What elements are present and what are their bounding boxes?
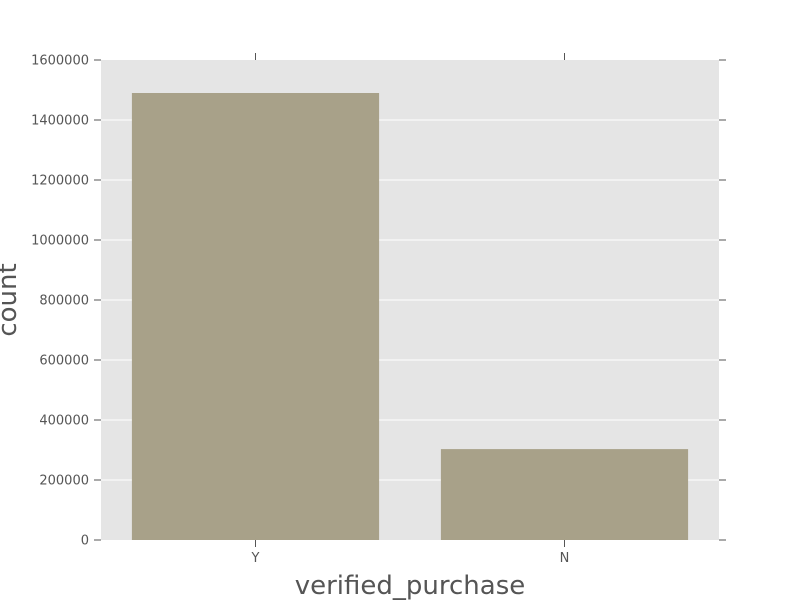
y-tick-label: 600000 (39, 354, 89, 369)
y-tick-label: 1200000 (31, 174, 89, 189)
y-axis-title: count (0, 263, 23, 336)
y-tick-labels: 0 200000 400000 600000 800000 1000000 1200000 1… (31, 54, 89, 549)
y-tick-label: 400000 (39, 414, 89, 429)
bar-Y (131, 93, 380, 540)
bar-N (440, 449, 689, 540)
y-tick-label: 1000000 (31, 234, 89, 249)
y-tick-label: 200000 (39, 474, 89, 489)
y-tick-label: 1400000 (31, 114, 89, 129)
y-tick-label: 0 (81, 534, 89, 549)
x-tick-label: N (560, 551, 570, 566)
bars (131, 93, 689, 540)
x-axis-title: verified_purchase (295, 571, 526, 600)
axis-ticks (94, 53, 726, 547)
x-tick-label: Y (251, 551, 260, 566)
y-tick-label: 1600000 (31, 54, 89, 69)
y-tick-label: 800000 (39, 294, 89, 309)
